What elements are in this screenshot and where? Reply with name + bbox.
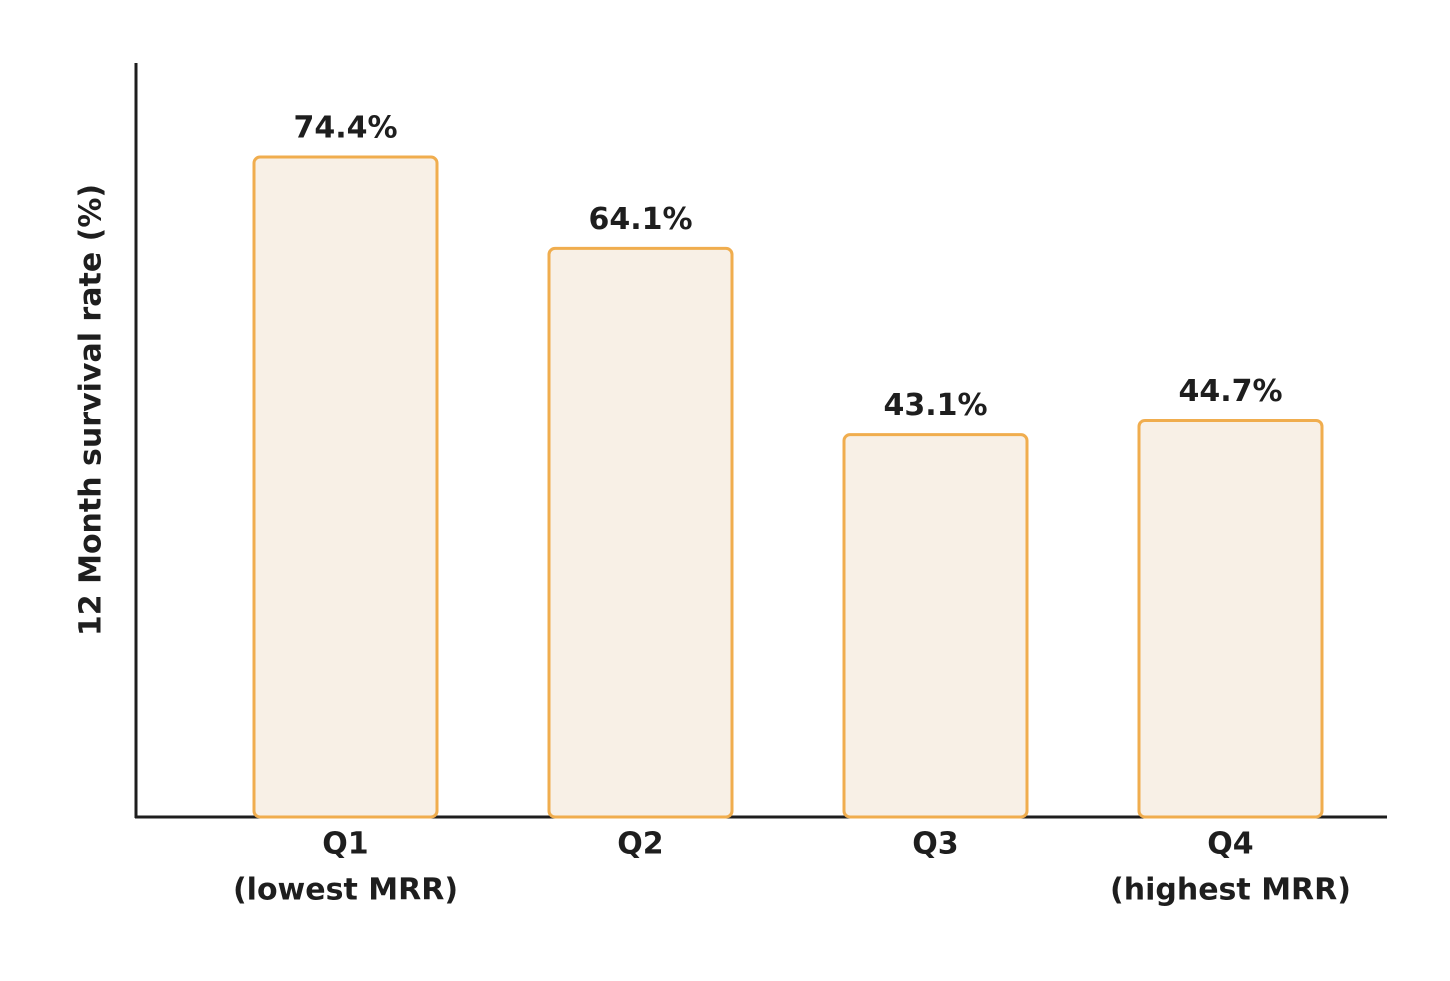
x-tick-label: (lowest MRR) <box>233 873 458 908</box>
bar <box>842 433 1029 819</box>
x-tick-label: Q4 <box>1207 827 1253 862</box>
bar <box>547 246 734 819</box>
value-label: 43.1% <box>883 388 987 423</box>
x-tick-label: Q3 <box>912 827 958 862</box>
value-label: 44.7% <box>1178 374 1282 409</box>
bar <box>1137 418 1324 819</box>
x-tick-label: (highest MRR) <box>1110 873 1351 908</box>
value-label: 74.4% <box>293 111 397 146</box>
x-tick-label: Q2 <box>617 827 663 862</box>
value-label: 64.1% <box>588 202 692 237</box>
bar <box>252 155 439 819</box>
y-axis-label: 12 Month survival rate (%) <box>74 184 109 636</box>
x-tick-label: Q1 <box>322 827 368 862</box>
